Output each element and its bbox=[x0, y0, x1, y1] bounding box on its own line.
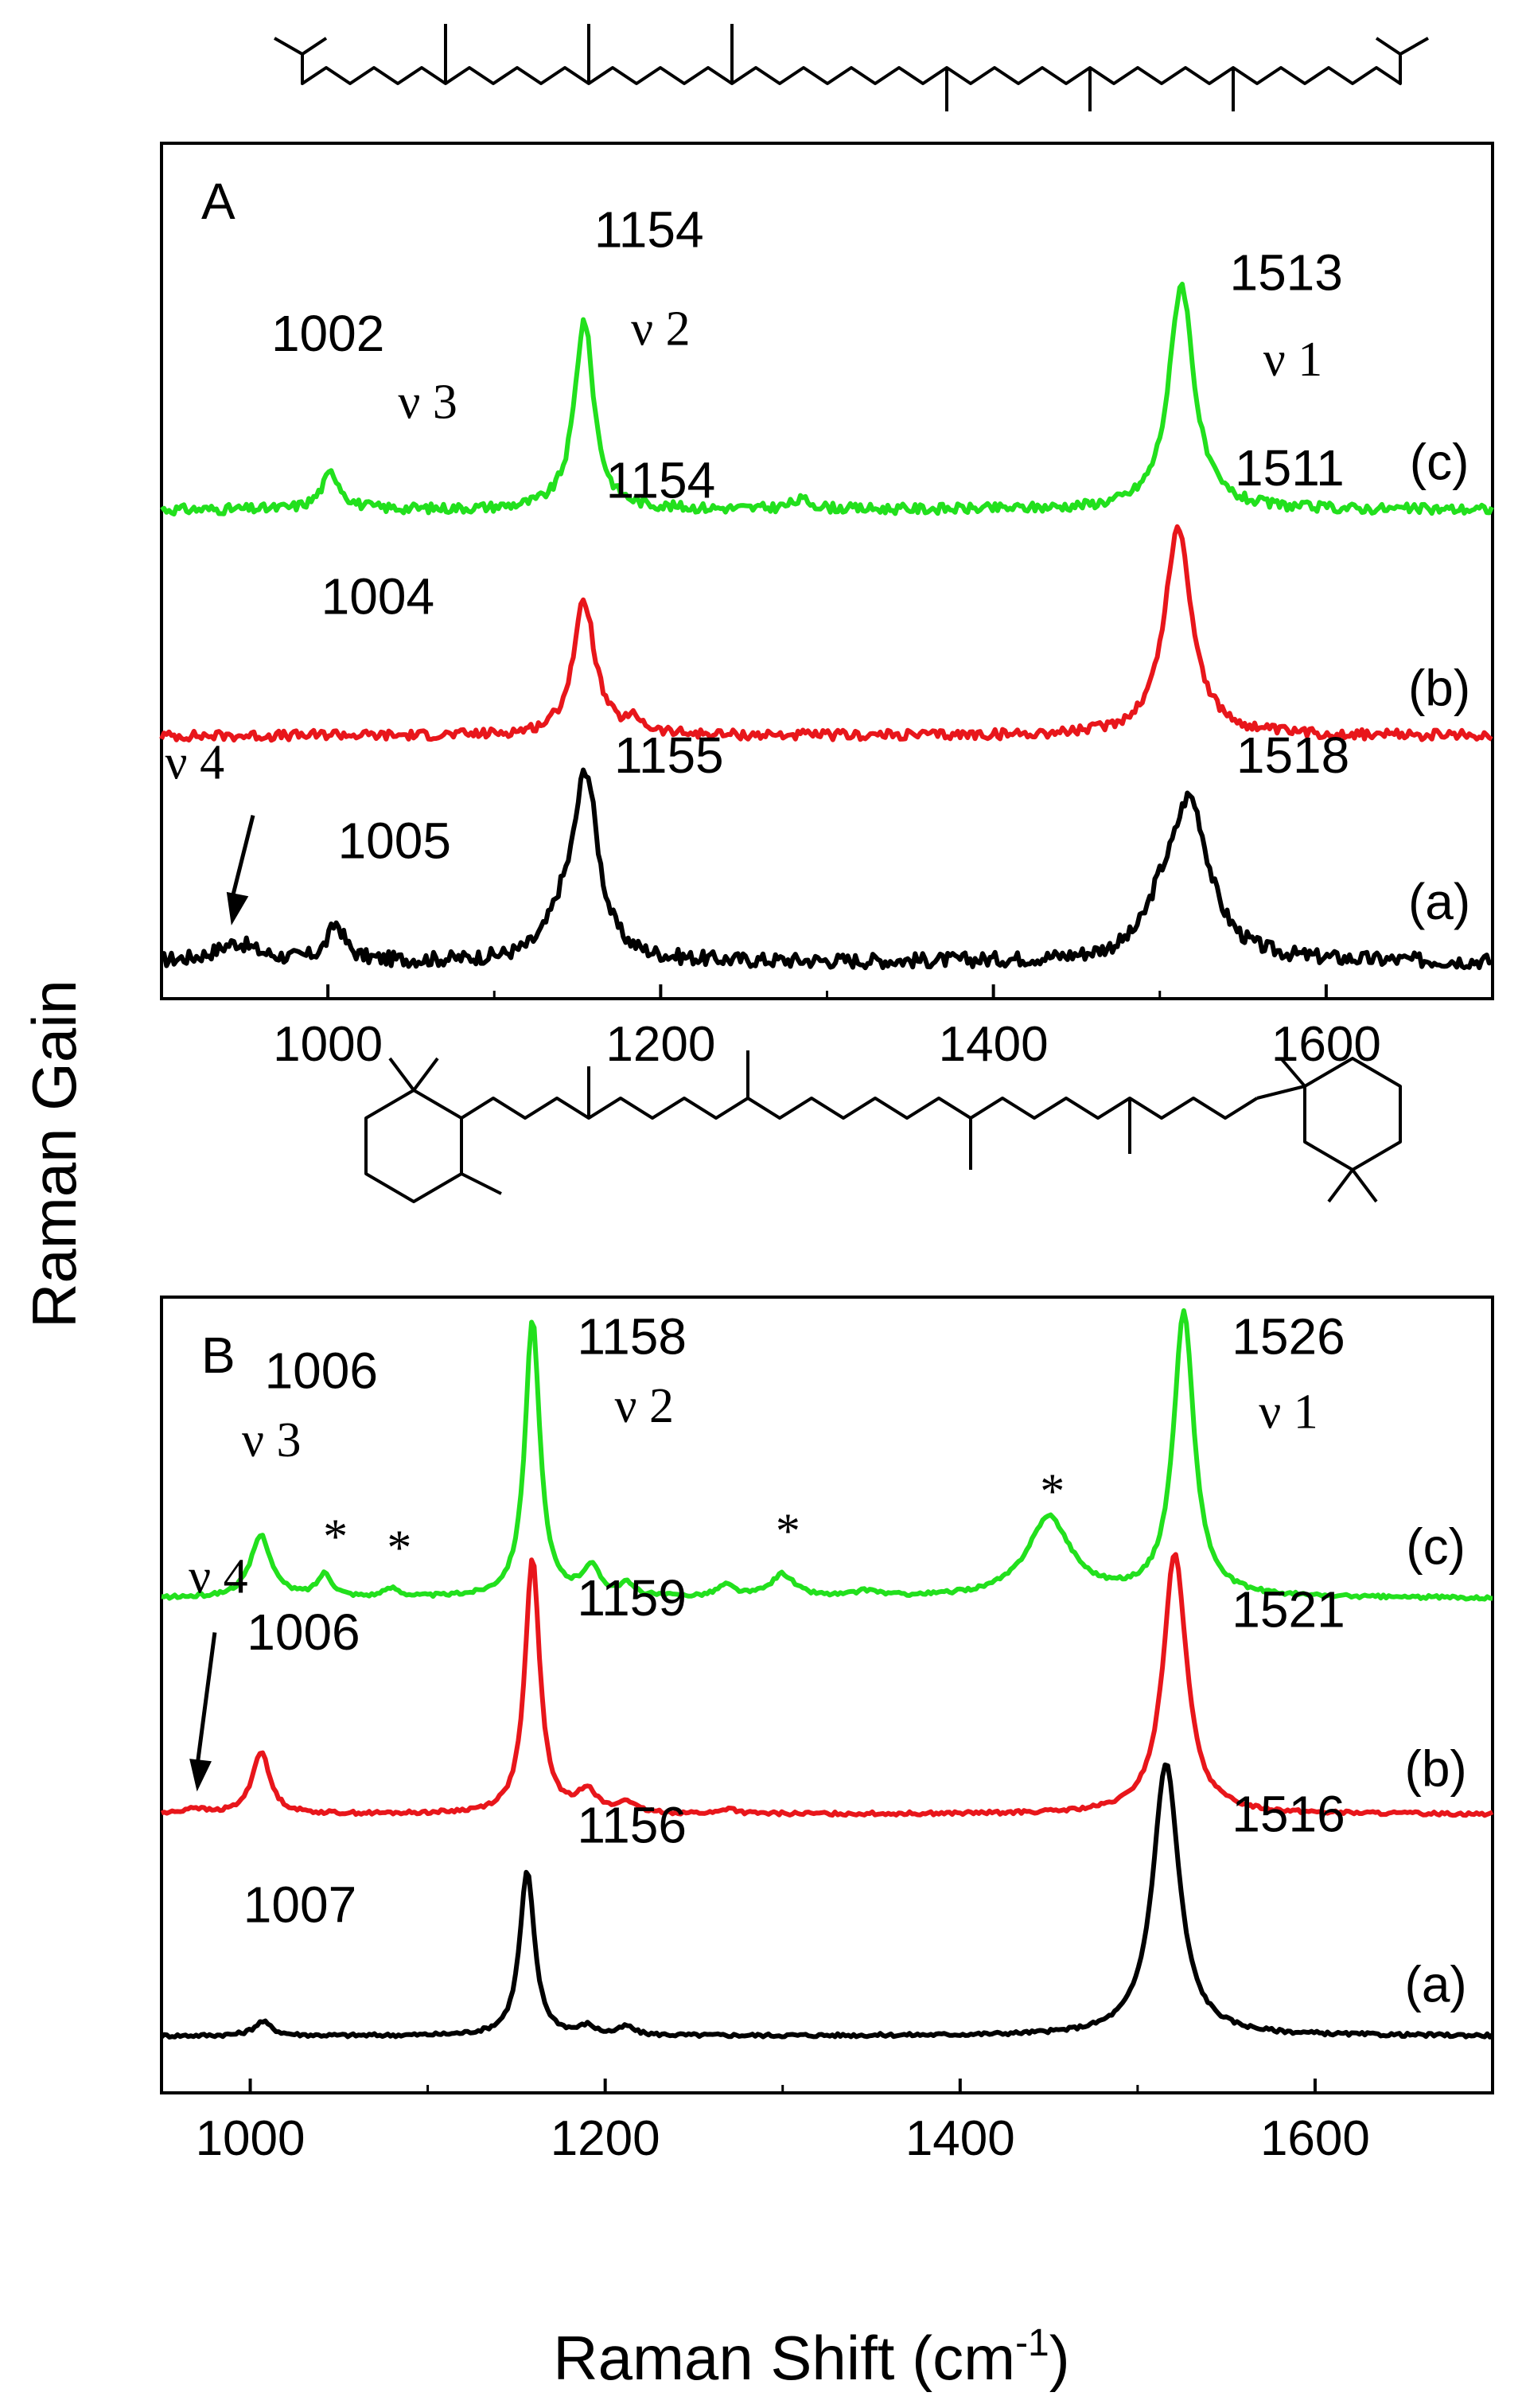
series-line-c bbox=[161, 1308, 1493, 1602]
peak-annotation: * bbox=[776, 1504, 800, 1558]
x-axis-label-sup: -1 bbox=[1015, 2322, 1049, 2364]
series-line-b bbox=[160, 1552, 1494, 1818]
panel-b-frame bbox=[160, 1296, 1494, 2094]
peak-annotation: 1004 bbox=[321, 567, 434, 625]
peak-annotation: (b) bbox=[1405, 1740, 1467, 1797]
peak-annotation: 1158 bbox=[577, 1307, 687, 1365]
peak-annotation: ν 2 bbox=[631, 302, 691, 356]
lycopene-structure bbox=[274, 24, 1429, 111]
x-tick-label: 1600 bbox=[1260, 2111, 1370, 2166]
peak-annotation: ν 4 bbox=[165, 736, 225, 790]
peak-annotation: (a) bbox=[1405, 1956, 1467, 2013]
series-line-a bbox=[161, 767, 1493, 971]
series-line-c bbox=[160, 282, 1494, 516]
x-axis-label-main: Raman Shift (cm bbox=[553, 2323, 1015, 2393]
peak-annotation: ν 2 bbox=[614, 1379, 674, 1433]
peak-annotation: * bbox=[387, 1522, 411, 1576]
x-tick-label: 1200 bbox=[605, 1017, 715, 1072]
peak-annotation: 1154 bbox=[606, 451, 716, 508]
peak-annotation: 1159 bbox=[577, 1569, 687, 1627]
peak-annotation: 1007 bbox=[243, 1876, 356, 1934]
peak-annotation: 1511 bbox=[1235, 439, 1345, 497]
peak-annotation: 1005 bbox=[338, 812, 451, 869]
peak-annotation: 1518 bbox=[1236, 727, 1349, 784]
x-tick-label: 1000 bbox=[273, 1017, 383, 1072]
x-axis-label-close: ) bbox=[1049, 2323, 1070, 2393]
arrow-head bbox=[226, 891, 249, 925]
x-tick-label: 1200 bbox=[551, 2111, 660, 2166]
panel-label: B bbox=[201, 1327, 236, 1384]
x-axis-label: Raman Shift (cm-1) bbox=[553, 2322, 1069, 2393]
peak-annotation: 1155 bbox=[614, 727, 724, 784]
y-axis-label: Raman Gain bbox=[19, 980, 89, 1328]
peak-annotation: ν 4 bbox=[189, 1549, 248, 1603]
series-line-b bbox=[159, 524, 1493, 743]
peak-annotation: 1002 bbox=[271, 305, 384, 362]
peak-annotation: 1156 bbox=[577, 1797, 687, 1854]
peak-annotation: (c) bbox=[1406, 1518, 1466, 1576]
panel-label: A bbox=[201, 173, 236, 230]
peak-annotation: * bbox=[1040, 1464, 1065, 1518]
x-tick-label: 1400 bbox=[905, 2111, 1015, 2166]
peak-annotation: (a) bbox=[1408, 873, 1470, 930]
peak-annotation: 1513 bbox=[1229, 244, 1342, 301]
peak-annotation: 1526 bbox=[1232, 1307, 1345, 1365]
peak-annotation: 1516 bbox=[1232, 1785, 1345, 1842]
beta-carotene-structure bbox=[364, 1050, 1402, 1203]
peak-annotation: ν 3 bbox=[242, 1413, 302, 1467]
peak-annotation: 1521 bbox=[1232, 1580, 1345, 1638]
peak-annotation: * bbox=[323, 1510, 348, 1564]
peak-annotation: ν 1 bbox=[1259, 1385, 1318, 1439]
x-tick-label: 1400 bbox=[939, 1017, 1049, 1072]
peak-annotation: 1154 bbox=[594, 201, 704, 259]
arrow-head bbox=[189, 1759, 212, 1792]
peak-annotation: (c) bbox=[1410, 433, 1469, 490]
peak-annotation: ν 1 bbox=[1263, 333, 1323, 387]
peak-annotation: 1006 bbox=[247, 1603, 360, 1661]
arrow-shaft bbox=[195, 1632, 217, 1768]
peak-annotation: (b) bbox=[1408, 659, 1470, 716]
panel-b: 1000 1200 1400 1600 B 1006 ν 3 1158 ν 2 1526 ν 1 * *… bbox=[159, 1307, 1495, 2166]
x-tick-label: 1000 bbox=[196, 2111, 306, 2166]
peak-annotation: 1006 bbox=[265, 1342, 378, 1399]
peak-annotation: ν 3 bbox=[398, 376, 457, 430]
series-line-a bbox=[159, 1762, 1495, 2040]
arrow-shaft bbox=[229, 815, 255, 902]
